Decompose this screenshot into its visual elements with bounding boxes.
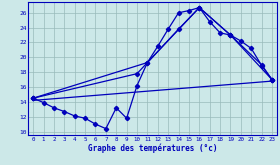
X-axis label: Graphe des températures (°c): Graphe des températures (°c) — [88, 143, 217, 153]
